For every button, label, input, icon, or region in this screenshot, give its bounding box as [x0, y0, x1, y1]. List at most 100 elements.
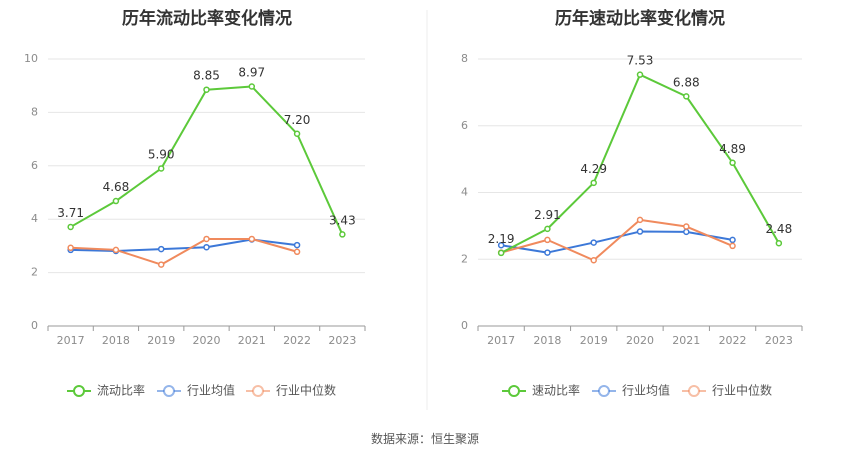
y-tick-label: 10	[24, 52, 38, 65]
data-point	[203, 86, 210, 93]
legend-label: 流动比率	[97, 383, 145, 398]
legend-marker-icon	[688, 385, 700, 397]
data-point	[203, 243, 210, 251]
legend-label: 行业均值	[187, 383, 235, 398]
y-tick-label: 8	[461, 52, 468, 65]
x-tick-label: 2021	[672, 334, 700, 347]
y-tick-label: 6	[31, 159, 38, 172]
data-point	[683, 223, 690, 230]
data-point	[683, 228, 690, 236]
data-label: 5.90	[148, 147, 175, 161]
data-point	[339, 231, 346, 238]
data-label: 6.88	[673, 75, 700, 89]
legend-item-1: 流动比率	[67, 383, 145, 398]
data-point	[544, 249, 551, 256]
data-point	[112, 246, 120, 254]
legend-item-1: 速动比率	[502, 383, 580, 398]
data-label: 2.19	[488, 232, 515, 246]
y-tick-label: 2	[31, 266, 38, 279]
data-point	[590, 257, 597, 264]
legend-label: 速动比率	[532, 383, 580, 398]
chart-title: 历年流动比率变化情况	[122, 8, 292, 29]
data-point	[729, 159, 736, 167]
chart-title: 历年速动比率变化情况	[555, 8, 725, 29]
legend-marker-icon	[598, 385, 610, 397]
data-point	[157, 165, 165, 172]
x-tick-label: 2018	[102, 334, 130, 347]
data-point	[544, 225, 551, 233]
data-point	[67, 244, 74, 252]
series-line-2	[500, 230, 733, 254]
y-tick-label: 2	[461, 252, 468, 265]
legend-marker-icon	[252, 385, 264, 397]
x-tick-label: 2022	[719, 334, 747, 347]
data-point	[636, 216, 644, 224]
x-tick-label: 2019	[580, 334, 608, 347]
data-point	[497, 241, 505, 249]
series-line-3	[500, 218, 733, 262]
x-tick-label: 2017	[57, 334, 85, 347]
data-point	[203, 235, 210, 243]
x-tick-label: 2019	[147, 334, 175, 347]
legend-marker-icon	[163, 385, 175, 397]
y-tick-label: 6	[461, 119, 468, 132]
data-label: 4.68	[103, 180, 130, 194]
data-point	[544, 236, 551, 244]
x-tick-label: 2021	[238, 334, 266, 347]
series-line-1	[70, 85, 344, 235]
data-label: 4.29	[580, 162, 607, 176]
legend-marker-icon	[508, 385, 520, 397]
legend-item-2: 行业均值	[157, 383, 235, 398]
series-line-3	[70, 237, 298, 266]
data-label: 3.43	[329, 213, 356, 227]
data-label: 2.91	[534, 208, 561, 222]
data-point	[590, 179, 597, 187]
data-point	[248, 235, 256, 243]
legend-label: 行业中位数	[712, 383, 772, 398]
data-point	[636, 228, 644, 235]
legend-item-3: 行业中位数	[682, 383, 772, 398]
series-line-1	[500, 73, 780, 254]
chart-1: 历年流动比率变化情况 0 2 4 6 8 10 2017 2018 2019 2020 2021 202…	[24, 8, 366, 398]
chart-2: 历年速动比率变化情况 0 2 4 6 8 2017 2018 2019 2020 2021 2022 2…	[461, 8, 803, 398]
data-point	[497, 249, 505, 257]
x-tick-label: 2020	[193, 334, 221, 347]
data-point	[775, 239, 783, 247]
data-point	[293, 241, 301, 249]
data-point	[729, 242, 736, 250]
data-label: 8.85	[193, 69, 220, 83]
legend-label: 行业中位数	[276, 383, 336, 398]
data-label: 3.71	[57, 206, 84, 220]
x-tick-label: 2020	[626, 334, 654, 347]
data-point	[636, 71, 644, 78]
y-tick-label: 0	[461, 319, 468, 332]
data-label: 7.20	[284, 113, 311, 127]
legend-label: 行业均值	[622, 383, 670, 398]
data-label: 2.48	[765, 222, 792, 236]
data-point	[293, 248, 301, 256]
data-label: 4.89	[719, 142, 746, 156]
data-point	[67, 223, 74, 231]
data-point	[248, 83, 256, 90]
x-tick-label: 2023	[765, 334, 793, 347]
x-tick-label: 2023	[328, 334, 356, 347]
data-point	[157, 261, 165, 268]
data-point	[293, 130, 301, 138]
legend-item-2: 行业均值	[592, 383, 670, 398]
data-label: 7.53	[627, 54, 654, 68]
x-tick-label: 2018	[533, 334, 561, 347]
data-point	[729, 236, 736, 244]
data-point	[157, 245, 165, 253]
data-source-note: 数据来源：恒生聚源	[370, 432, 479, 446]
data-point	[590, 239, 597, 246]
y-tick-label: 4	[31, 212, 38, 225]
x-tick-label: 2022	[283, 334, 311, 347]
legend-marker-icon	[73, 385, 85, 397]
y-tick-label: 0	[31, 319, 38, 332]
data-point	[683, 93, 690, 100]
y-tick-label: 4	[461, 186, 468, 199]
legend-item-3: 行业中位数	[246, 383, 336, 398]
data-label: 8.97	[238, 66, 265, 80]
x-tick-label: 2017	[487, 334, 515, 347]
